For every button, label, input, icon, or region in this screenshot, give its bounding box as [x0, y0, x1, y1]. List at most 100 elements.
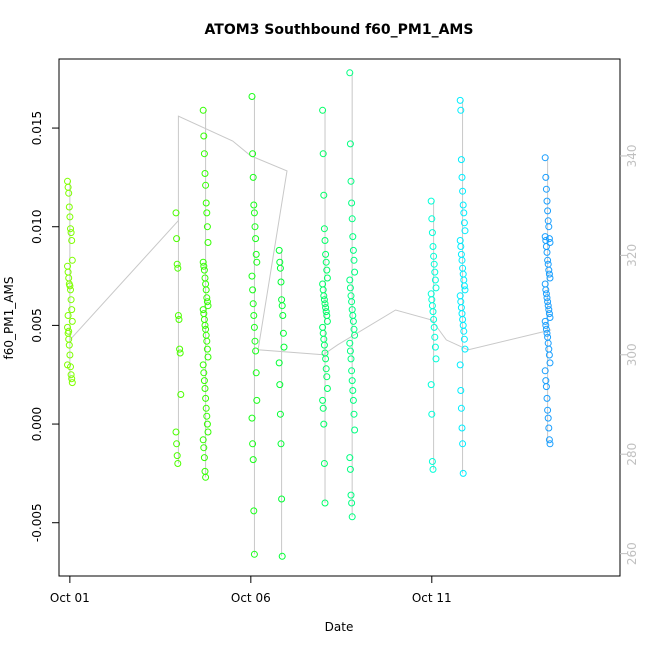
data-point [428, 410, 436, 418]
data-point [250, 507, 258, 515]
data-point [67, 296, 75, 304]
data-point [248, 93, 256, 100]
data-point [459, 469, 467, 477]
data-point [431, 333, 439, 341]
data-point [277, 440, 285, 448]
data-point [203, 209, 211, 217]
y-tick-label: -0.005 [30, 503, 44, 542]
data-point [201, 385, 209, 392]
data-point [348, 199, 356, 207]
y2-tick-label: 300 [625, 343, 639, 366]
data-point [64, 177, 71, 185]
data-point [430, 316, 438, 323]
data-point [322, 304, 330, 312]
data-point [544, 217, 552, 225]
data-point [460, 276, 468, 284]
data-point [351, 426, 359, 434]
data-point [459, 440, 467, 448]
data-point [456, 361, 464, 369]
data-point [323, 385, 331, 392]
data-point [322, 365, 330, 373]
data-point [544, 302, 552, 310]
data-point [202, 473, 210, 481]
data-point [545, 235, 553, 243]
data-point [320, 296, 328, 304]
data-point [350, 410, 358, 418]
data-point [253, 258, 261, 266]
data-point [248, 272, 256, 280]
data-point [457, 304, 465, 312]
data-point [348, 298, 356, 306]
data-point [546, 359, 554, 367]
data-point [431, 343, 439, 351]
data-point [545, 266, 553, 274]
data-point [460, 282, 468, 290]
data-point [199, 258, 207, 266]
data-point [177, 391, 185, 398]
data-point [348, 367, 356, 375]
plot-frame [58, 58, 621, 577]
data-point [346, 454, 354, 462]
data-point [279, 312, 287, 319]
data-point [172, 209, 180, 217]
data-point [68, 237, 76, 244]
data-point [460, 327, 468, 335]
data-point [202, 199, 210, 207]
data-point [172, 428, 180, 436]
data-point [430, 252, 438, 260]
data-point [64, 312, 72, 319]
data-point [250, 323, 258, 331]
data-point [202, 404, 210, 412]
data-point [349, 312, 357, 319]
x-axis: Oct 01 Oct 06 Oct 11 [50, 576, 452, 605]
data-point [200, 454, 208, 462]
data-point [541, 233, 549, 241]
data-point [348, 499, 356, 507]
data-point [460, 209, 468, 217]
data-point [457, 156, 465, 164]
data-point [545, 345, 553, 353]
data-point [204, 239, 212, 246]
data-point [204, 428, 212, 436]
data-point [176, 345, 184, 353]
data-point [323, 266, 331, 274]
data-point [459, 270, 467, 278]
data-point [65, 203, 73, 211]
data-point [428, 302, 436, 310]
data-point [461, 227, 469, 235]
data-point [346, 347, 354, 355]
data-point [175, 316, 183, 323]
data-point [276, 264, 284, 272]
data-point [276, 410, 284, 418]
data-point [252, 347, 260, 355]
data-point [275, 359, 283, 367]
data-point [321, 237, 329, 244]
data-point [457, 243, 465, 250]
data-point [67, 286, 74, 294]
data-point [350, 256, 358, 264]
data-point [248, 414, 256, 422]
data-point [461, 286, 469, 294]
data-point [543, 197, 551, 205]
data-point [457, 106, 465, 114]
data-point [432, 284, 440, 292]
data-point [542, 185, 550, 193]
data-point [199, 106, 207, 114]
data-point [252, 369, 260, 377]
data-point [323, 373, 331, 381]
data-point [250, 312, 258, 319]
data-point [68, 375, 76, 383]
data-point [200, 150, 208, 158]
data-point [249, 440, 257, 448]
data-point [322, 250, 330, 258]
y2-tick-label: 260 [625, 542, 639, 565]
data-point [457, 387, 465, 394]
y-tick-label: 0.015 [30, 111, 44, 145]
data-point [428, 229, 436, 237]
data-point [250, 201, 258, 209]
data-point [546, 239, 554, 246]
data-point [204, 302, 212, 310]
data-point [174, 312, 182, 319]
y-axis: -0.005 0.000 0.005 0.010 0.015 [30, 111, 59, 542]
data-point [545, 310, 553, 318]
